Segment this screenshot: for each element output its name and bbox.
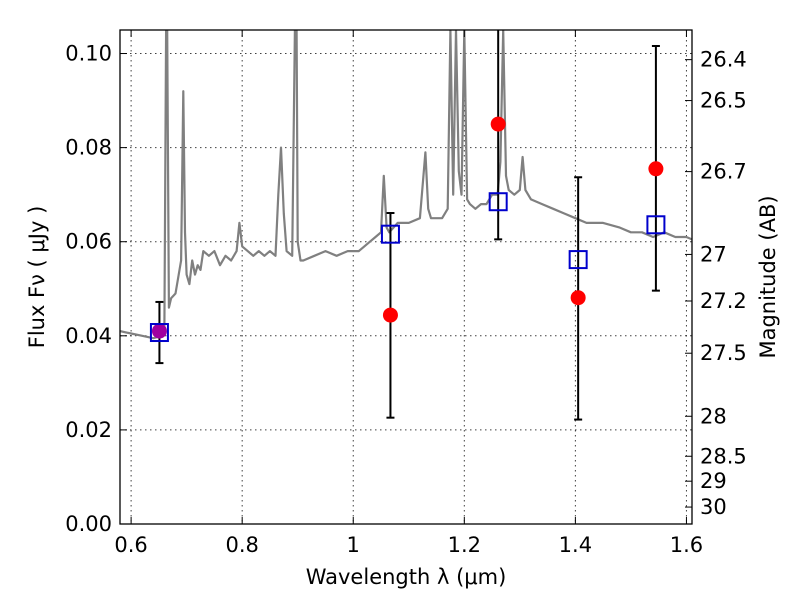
red-point <box>490 116 506 132</box>
y-tick-label: 0.02 <box>65 418 112 442</box>
x-tick-label: 0.6 <box>114 533 147 557</box>
y-tick-label: 0.06 <box>65 230 112 254</box>
plot-frame <box>119 29 693 525</box>
y2-tick-label: 29 <box>700 469 727 493</box>
x-tick-label: 1.6 <box>670 533 703 557</box>
x-axis-label: Wavelength λ (μm) <box>306 565 507 589</box>
y2-tick-label: 27.2 <box>700 289 747 313</box>
y2-tick-label: 27 <box>700 242 727 266</box>
blue-square-point <box>488 192 508 212</box>
x-ticks: 0.6 0.8 1 1.2 1.4 1.6 <box>114 30 703 557</box>
y2-tick-label: 26.4 <box>700 48 747 72</box>
y2-axis-label: Magnitude (AB) <box>756 195 780 358</box>
y2-tick-label: 28.5 <box>700 444 747 468</box>
x-tick-label: 1.4 <box>559 533 592 557</box>
x-tick-label: 0.8 <box>225 533 258 557</box>
y-tick-label: 0.04 <box>65 324 112 348</box>
red-point <box>151 323 167 339</box>
blue-square-point <box>149 323 169 343</box>
red-point <box>382 307 398 323</box>
y2-tick-label: 30 <box>700 495 727 519</box>
y-tick-label: 0.10 <box>65 42 112 66</box>
grid-lines <box>120 30 692 524</box>
blue-squares <box>149 192 666 343</box>
red-points <box>151 116 664 339</box>
y2-tick-label: 26.7 <box>700 160 747 184</box>
y-tick-label: 0.08 <box>65 136 112 160</box>
blue-square-point <box>646 215 666 235</box>
y-ticks: 0.00 0.02 0.04 0.06 0.08 0.10 <box>65 42 127 536</box>
y2-tick-label: 27.5 <box>700 341 747 365</box>
red-point <box>570 290 586 306</box>
y-tick-label: 0.00 <box>65 512 112 536</box>
x-tick-label: 1.2 <box>448 533 481 557</box>
red-point <box>648 161 664 177</box>
blue-square-point <box>380 224 400 244</box>
y-axis-label: Flux Fν ( μJy ) <box>25 206 49 349</box>
y2-tick-label: 28 <box>700 404 727 428</box>
x-tick-label: 1 <box>347 533 360 557</box>
blue-square-point <box>568 250 588 270</box>
model-spectrum-line <box>120 30 692 340</box>
y2-tick-label: 26.5 <box>700 89 747 113</box>
